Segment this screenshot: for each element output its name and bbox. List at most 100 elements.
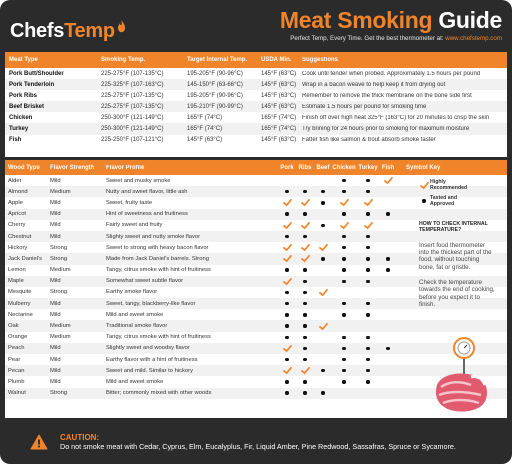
tick-icon	[318, 322, 328, 330]
dot-icon	[285, 324, 289, 328]
header-wood-type: Wood Type	[8, 164, 40, 171]
dot-icon	[285, 357, 289, 362]
dot-icon	[366, 380, 370, 384]
ribs-mark	[296, 268, 314, 272]
howto-step-1: Insert food thermometer into the thickes…	[419, 241, 492, 271]
wood-type-cell: Mulberry	[8, 300, 31, 307]
flavor-profile-cell: Nutty and sweet flavor, little ash	[106, 188, 188, 195]
website-link[interactable]: www.chefstemp.com	[445, 35, 502, 42]
turkey-mark	[356, 335, 380, 339]
turkey-mark	[356, 212, 380, 216]
flavor-profile-cell: Sweet and musky smoke	[106, 177, 171, 184]
wood-type-cell: Hickory	[8, 244, 28, 251]
dot-icon	[342, 268, 346, 272]
turkey-mark	[356, 346, 380, 351]
dot-icon	[366, 346, 370, 351]
wood-type-cell: Mesquite	[8, 289, 32, 296]
dot-icon	[366, 268, 370, 272]
tick-icon	[363, 221, 373, 229]
dot-icon	[303, 290, 307, 295]
beef-mark	[314, 322, 332, 330]
turkey-mark	[356, 279, 380, 283]
suggestion-cell: Try brining for 24 hours prior to smokin…	[302, 126, 470, 133]
ribs-mark	[296, 301, 314, 306]
dot-icon	[303, 335, 307, 339]
flavor-profile-cell: Mild and sweet smoke	[106, 311, 164, 318]
header-suggestions: Suggestions	[302, 57, 339, 63]
dot-icon	[303, 357, 307, 362]
brand-name-accent: Temp	[64, 19, 115, 42]
chicken-mark	[332, 178, 356, 183]
dot-icon	[342, 380, 346, 384]
flavor-profile-cell: Tangy, citrus smoke with hint of fruitin…	[106, 267, 211, 274]
target-temp-cell: 195-205°F (90-96°C)	[187, 70, 243, 77]
dot-icon	[366, 279, 370, 283]
chicken-mark	[332, 346, 356, 351]
flavor-profile-cell: Hint of sweetness and fruitiness	[106, 211, 188, 218]
header-smoking-temp: Smoking Temp.	[101, 57, 146, 63]
dot-icon	[303, 380, 307, 384]
chicken-mark	[332, 234, 356, 239]
table-row: Nectarine Mild Mild and sweet smoke	[5, 309, 507, 320]
tick-icon	[383, 177, 393, 185]
header-target-temp: Target Internal Temp.	[187, 57, 248, 63]
chicken-mark	[332, 301, 356, 306]
table-row: Pecan Mild Sweet and mild. Similar to hick…	[5, 365, 507, 377]
pork-mark	[278, 344, 296, 352]
target-temp-cell: 195-210°F (90-99°C)	[187, 103, 243, 110]
flavor-strength-cell: Mild	[50, 233, 61, 240]
tick-icon	[282, 199, 292, 207]
howto-title: HOW TO CHECK INTERNAL TEMPERATURE?	[419, 221, 488, 234]
dot-icon	[386, 257, 390, 261]
dot-icon	[285, 212, 289, 216]
flavor-strength-cell: Strong	[50, 390, 68, 397]
smoking-temp-cell: 225-325°F (107-163°C)	[101, 81, 164, 88]
wood-type-cell: Apple	[8, 199, 23, 206]
dot-icon	[285, 234, 289, 239]
suggestion-cell: Finish off over high heat 325°F (163°C) …	[302, 114, 490, 121]
wood-type-cell: Lemon	[8, 267, 26, 274]
table-row: Beef Brisket 225-275°F (107-135°C) 195-210…	[5, 101, 507, 113]
tick-icon	[282, 277, 292, 285]
dot-icon	[342, 346, 346, 351]
usda-min-cell: 145°F (63°C)	[261, 92, 297, 99]
usda-min-cell: 165°F (74°C)	[261, 126, 297, 133]
chicken-mark	[332, 380, 356, 384]
flavor-strength-cell: Mild	[50, 367, 61, 374]
dot-icon	[285, 391, 289, 395]
table-row: Mulberry Mild Sweet, tangy, blackberry-lik…	[5, 298, 507, 310]
target-temp-cell: 145°F (63°C)	[187, 137, 223, 144]
usda-min-cell: 165°F (74°C)	[261, 114, 297, 121]
target-temp-cell: 195-205°F (90-96°C)	[187, 92, 243, 99]
table-row: Cherry Mild Fairly sweet and fruity	[5, 220, 507, 231]
meat-type-cell: Pork Tenderloin	[9, 81, 55, 88]
flame-icon	[117, 19, 125, 33]
wood-type-cell: Maple	[8, 278, 24, 285]
dot-icon	[366, 190, 370, 194]
turkey-mark	[356, 257, 380, 261]
table-row: Maple Mild Somewhat sweet subtle flavor	[5, 275, 507, 287]
smoking-temp-cell: 225-275°F (107-135°C)	[101, 103, 164, 110]
flavor-profile-cell: Slighty sweet and nutty smoke flavor	[106, 233, 201, 240]
dot-icon	[321, 257, 325, 261]
turkey-mark	[356, 234, 380, 239]
pork-mark	[278, 290, 296, 295]
caution-label: CAUTION:	[60, 433, 100, 442]
dot-icon	[342, 279, 346, 283]
page-title: Meat Smoking Guide	[280, 8, 502, 32]
flavor-profile-cell: Somewhat sweet subtle flavor	[106, 278, 184, 285]
dot-icon	[303, 324, 307, 328]
flavor-strength-cell: Medium	[50, 188, 71, 195]
flavor-profile-cell: Fairly sweet and fruity	[106, 222, 163, 229]
dot-icon	[285, 301, 289, 306]
flavor-profile-cell: Slightly sweet and woodsy flavor	[106, 345, 190, 352]
dot-icon	[386, 212, 390, 216]
flavor-profile-cell: Sweet, fruity taste	[106, 199, 153, 206]
dot-icon	[342, 178, 346, 183]
dot-icon	[303, 268, 307, 272]
beef-mark	[314, 244, 332, 252]
ribs-mark	[296, 255, 314, 263]
pork-mark	[278, 313, 296, 317]
tick-icon	[282, 244, 292, 252]
flavor-strength-cell: Mild	[50, 345, 61, 352]
